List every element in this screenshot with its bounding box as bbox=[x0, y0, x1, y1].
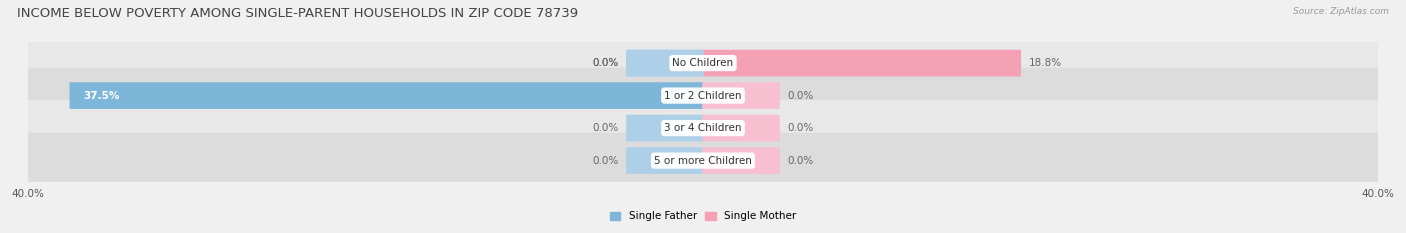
FancyBboxPatch shape bbox=[22, 68, 1384, 123]
FancyBboxPatch shape bbox=[22, 100, 1384, 156]
Text: 0.0%: 0.0% bbox=[592, 123, 619, 133]
FancyBboxPatch shape bbox=[626, 147, 704, 174]
FancyBboxPatch shape bbox=[702, 147, 780, 174]
Text: 0.0%: 0.0% bbox=[787, 123, 814, 133]
FancyBboxPatch shape bbox=[702, 50, 1021, 76]
Text: Source: ZipAtlas.com: Source: ZipAtlas.com bbox=[1294, 7, 1389, 16]
Legend: Single Father, Single Mother: Single Father, Single Mother bbox=[606, 207, 800, 226]
Text: 18.8%: 18.8% bbox=[1029, 58, 1062, 68]
Text: 5 or more Children: 5 or more Children bbox=[654, 156, 752, 166]
FancyBboxPatch shape bbox=[69, 82, 704, 109]
FancyBboxPatch shape bbox=[626, 50, 704, 76]
Text: 37.5%: 37.5% bbox=[84, 91, 120, 101]
FancyBboxPatch shape bbox=[702, 115, 780, 141]
FancyBboxPatch shape bbox=[626, 115, 704, 141]
FancyBboxPatch shape bbox=[22, 133, 1384, 188]
Text: 0.0%: 0.0% bbox=[787, 156, 814, 166]
Text: 1 or 2 Children: 1 or 2 Children bbox=[664, 91, 742, 101]
FancyBboxPatch shape bbox=[22, 35, 1384, 91]
Text: 0.0%: 0.0% bbox=[592, 58, 619, 68]
Text: 0.0%: 0.0% bbox=[592, 58, 619, 68]
Text: 3 or 4 Children: 3 or 4 Children bbox=[664, 123, 742, 133]
Text: No Children: No Children bbox=[672, 58, 734, 68]
Text: INCOME BELOW POVERTY AMONG SINGLE-PARENT HOUSEHOLDS IN ZIP CODE 78739: INCOME BELOW POVERTY AMONG SINGLE-PARENT… bbox=[17, 7, 578, 20]
Text: 0.0%: 0.0% bbox=[787, 91, 814, 101]
FancyBboxPatch shape bbox=[626, 50, 704, 76]
Text: 0.0%: 0.0% bbox=[592, 156, 619, 166]
FancyBboxPatch shape bbox=[702, 82, 780, 109]
